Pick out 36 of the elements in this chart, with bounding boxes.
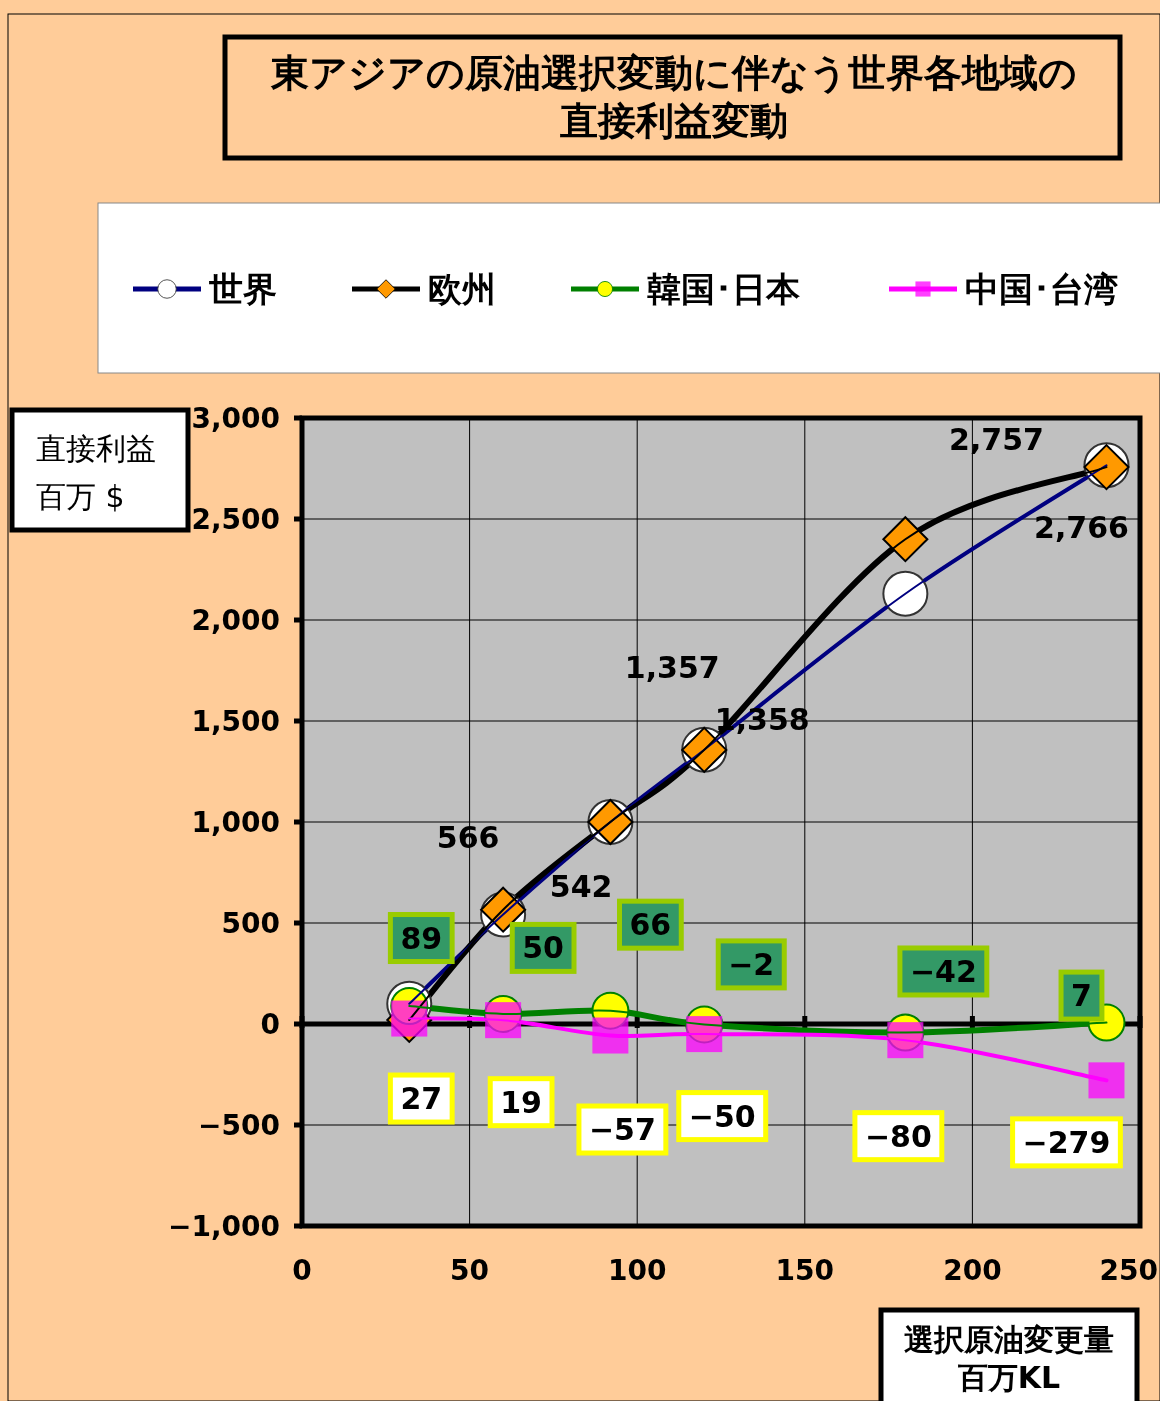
data-label: −57 bbox=[588, 1112, 656, 1148]
data-label: −50 bbox=[688, 1098, 756, 1134]
y-tick-label: 500 bbox=[221, 906, 280, 940]
legend-label: 中国･台湾 bbox=[965, 269, 1118, 309]
x-tick-label: 100 bbox=[607, 1253, 667, 1287]
x-tick-label: 50 bbox=[450, 1253, 490, 1287]
legend-label: 世界 bbox=[208, 269, 277, 309]
legend-label: 欧州 bbox=[428, 269, 496, 309]
y-tick-label: 0 bbox=[260, 1007, 280, 1041]
data-label: 2,766 bbox=[1034, 509, 1129, 545]
x-tick-label: 200 bbox=[943, 1253, 1002, 1287]
x-tick-label: 250 bbox=[1099, 1253, 1158, 1287]
data-label: 27 bbox=[400, 1081, 443, 1117]
data-label: 89 bbox=[400, 920, 443, 956]
data-label: −42 bbox=[909, 953, 977, 989]
y-tick-label: 2,500 bbox=[191, 502, 280, 536]
x-axis-title: 選択原油変更量百万KL bbox=[904, 1321, 1114, 1395]
y-tick-label: 1,500 bbox=[191, 704, 280, 738]
data-label: 19 bbox=[500, 1084, 542, 1120]
data-label: 7 bbox=[1071, 978, 1092, 1014]
data-label: −279 bbox=[1022, 1124, 1111, 1160]
y-axis-title: 直接利益百万 $ bbox=[36, 430, 156, 514]
data-label: 66 bbox=[629, 907, 672, 943]
y-tick-label: 1,000 bbox=[191, 805, 280, 839]
x-tick-label: 150 bbox=[775, 1253, 835, 1287]
x-tick-label: 0 bbox=[292, 1253, 312, 1287]
data-label: −80 bbox=[864, 1118, 932, 1154]
legend-label: 韓国･日本 bbox=[647, 269, 801, 309]
data-label: 542 bbox=[549, 869, 613, 905]
y-tick-label: −1,000 bbox=[167, 1209, 280, 1243]
y-tick-label: 3,000 bbox=[191, 401, 280, 435]
y-tick-label: −500 bbox=[198, 1108, 280, 1142]
y-tick-label: 2,000 bbox=[191, 603, 280, 637]
chart-title: 東アジアの原油選択変動に伴なう世界各地域の直接利益変動 bbox=[270, 51, 1077, 143]
data-label: 50 bbox=[522, 930, 564, 966]
data-label: −2 bbox=[728, 946, 775, 982]
